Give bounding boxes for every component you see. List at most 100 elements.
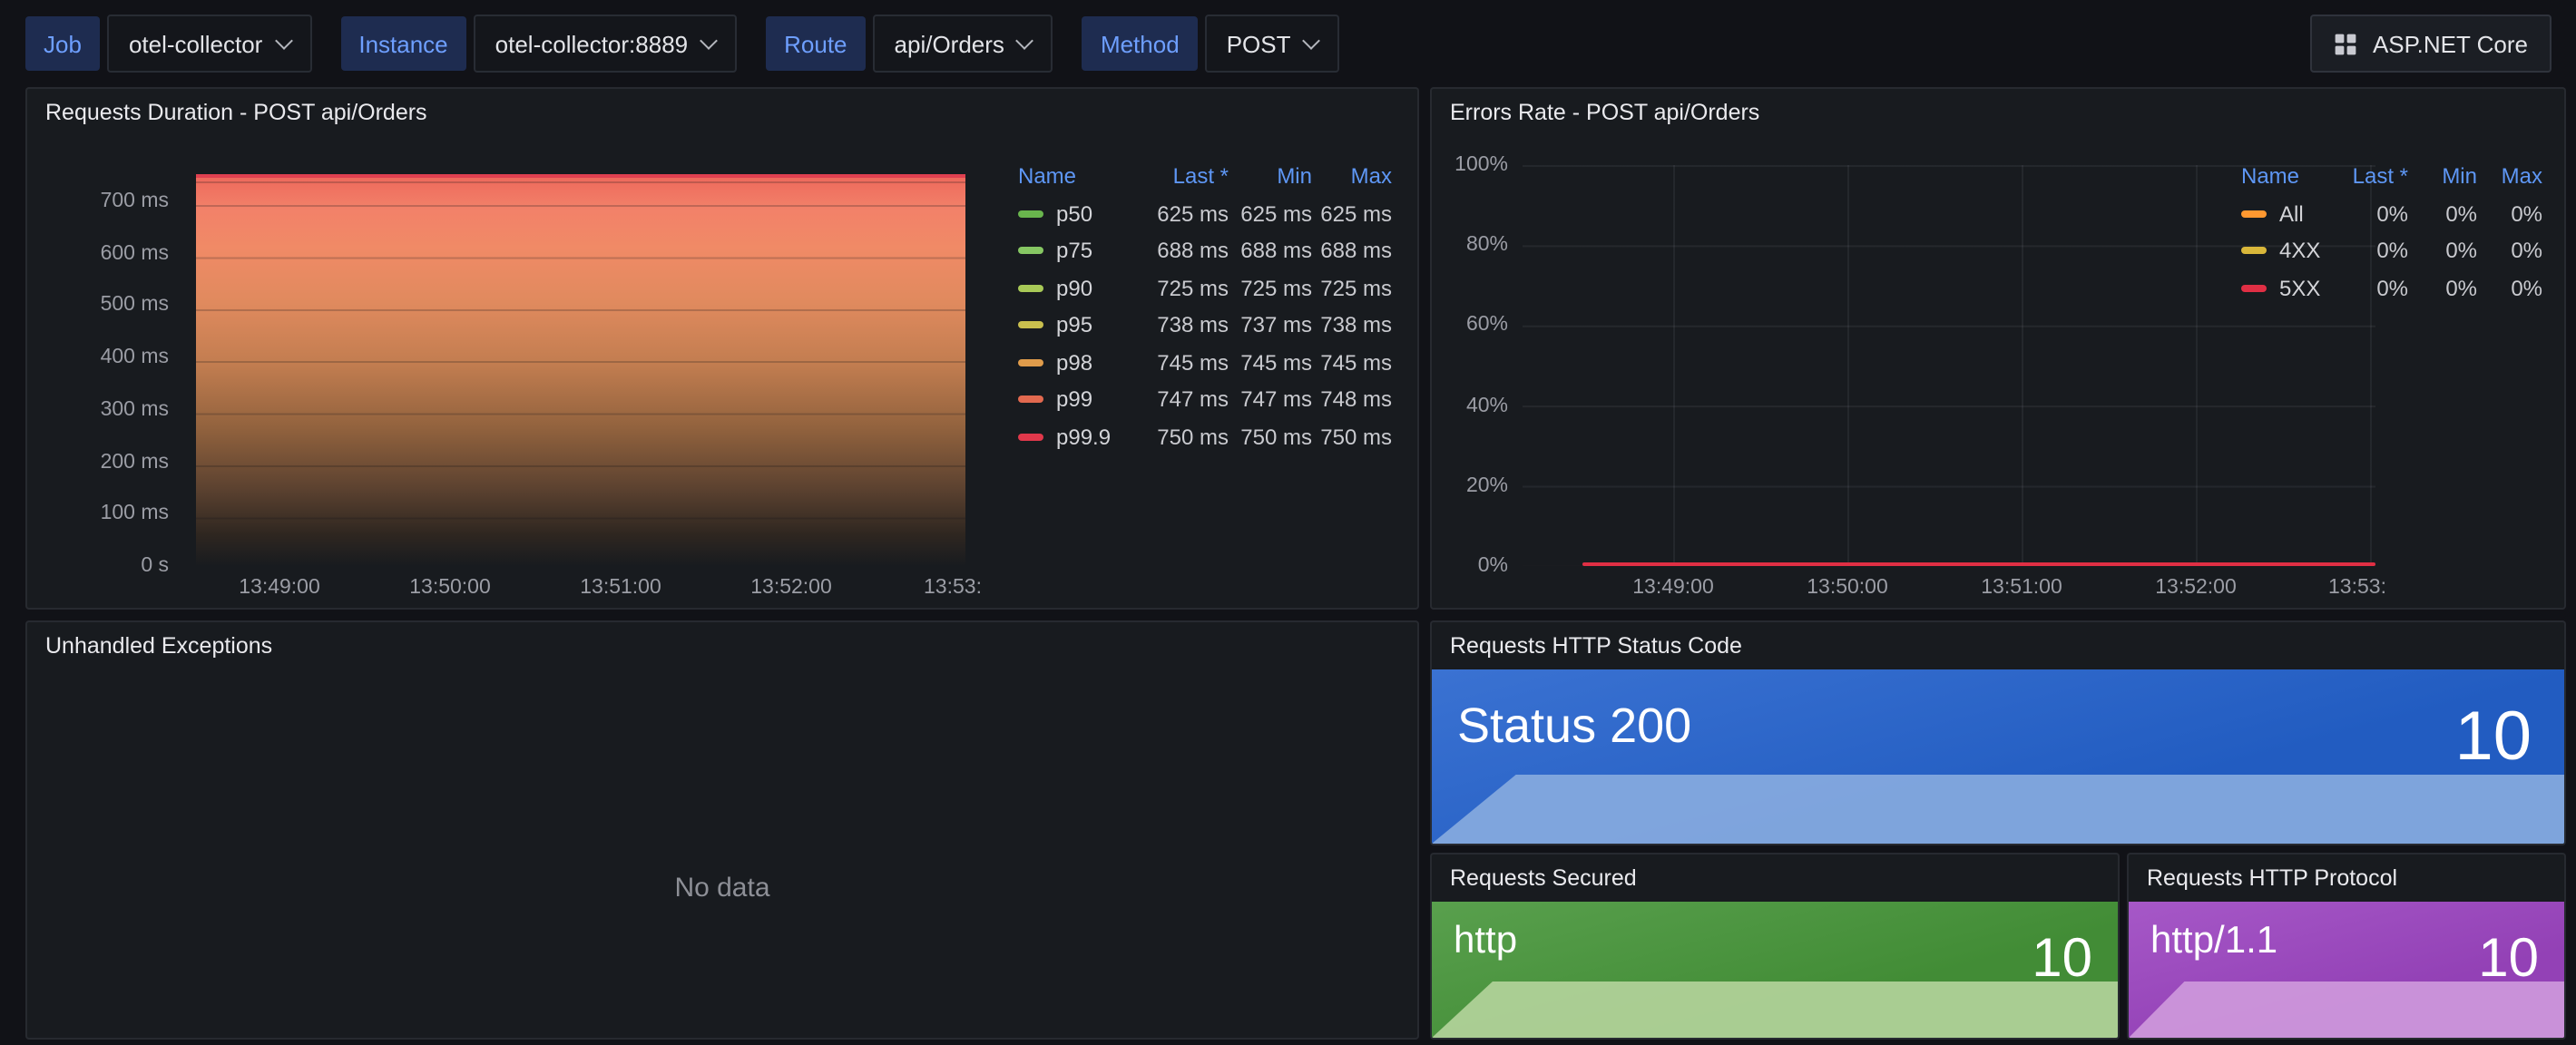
dashboard-title-button[interactable]: ASP.NET Core [2310,15,2552,73]
apps-grid-icon [2336,33,2357,54]
panel-title-unhandled-exceptions[interactable]: Unhandled Exceptions [45,633,273,659]
legend-header-max[interactable]: Max [1350,163,1392,190]
http-secured-stat: http 10 [1432,902,2118,1038]
legend-header-last[interactable]: Last * [2352,163,2408,190]
no-data-message: No data [674,873,770,903]
series-last: 688 ms [1157,238,1229,264]
y-tick: 400 ms [100,347,169,368]
stat-label: Status 200 [1457,698,1692,753]
variable-job-dropdown[interactable]: otel-collector [106,15,312,73]
variable-method-dropdown[interactable]: POST [1204,15,1340,73]
series-min: 737 ms [1240,312,1312,338]
panel-title-http-status-code[interactable]: Requests HTTP Status Code [1450,633,1742,659]
http-protocol-stat: http/1.1 10 [2129,902,2564,1038]
variable-route-label: Route [766,16,866,71]
series-max: 745 ms [1320,349,1392,376]
x-tick: 13:49:00 [1632,577,1714,599]
y-tick: 40% [1465,396,1508,417]
y-tick: 300 ms [100,399,169,421]
series-name: p90 [1056,275,1093,301]
variable-instance-dropdown[interactable]: otel-collector:8889 [473,15,738,73]
panel-errors-rate: Errors Rate - POST api/Orders 100% 80% 6… [1430,87,2566,610]
series-name: 5XX [2279,275,2321,301]
y-tick: 20% [1465,475,1508,497]
series-max: 0% [2511,200,2542,227]
series-min: 0% [2445,275,2477,301]
chevron-down-icon [274,31,293,49]
http-secured-sparkline-area [1432,981,2118,1038]
chevron-down-icon [1016,31,1034,49]
status-200-sparkline-area [1432,774,2564,844]
series-max: 0% [2511,275,2542,301]
legend-series-p95[interactable]: p95 [1018,313,1127,338]
series-max: 750 ms [1320,424,1392,450]
series-max: 0% [2511,238,2542,264]
variable-job-value: otel-collector [128,30,263,57]
legend-series-4xx[interactable]: 4XX [2241,239,2325,264]
series-max: 738 ms [1320,312,1392,338]
y-tick: 0% [1477,555,1508,577]
legend-series-p99-9[interactable]: p99.9 [1018,425,1127,450]
panel-title-requests-duration[interactable]: Requests Duration - POST api/Orders [45,100,427,125]
series-color-swatch [1018,358,1043,366]
variable-method-label: Method [1082,16,1198,71]
legend-series-p98[interactable]: p98 [1018,350,1127,376]
series-min: 688 ms [1240,238,1312,264]
panel-requests-duration: Requests Duration - POST api/Orders 700 … [25,87,1419,610]
x-tick: 13:51:00 [1981,577,2062,599]
errors-chart-plot[interactable] [1523,165,2375,566]
panel-title-errors-rate[interactable]: Errors Rate - POST api/Orders [1450,100,1760,125]
legend-series-p90[interactable]: p90 [1018,276,1127,301]
series-color-swatch [1018,210,1043,218]
stat-label: http [1454,920,1518,962]
series-max: 725 ms [1320,275,1392,301]
chevron-down-icon [1302,31,1321,49]
series-min: 747 ms [1240,386,1312,413]
series-last: 0% [2376,275,2408,301]
legend-header-min[interactable]: Min [2442,163,2477,190]
duration-percentile-area-series [196,174,965,566]
variable-job: Job otel-collector [25,15,312,73]
series-color-swatch [2241,210,2267,218]
series-min: 0% [2445,200,2477,227]
series-name: p75 [1056,238,1093,264]
series-max: 688 ms [1320,238,1392,264]
dashboard-title-label: ASP.NET Core [2372,30,2528,57]
series-name: p50 [1056,200,1093,227]
series-last: 738 ms [1157,312,1229,338]
legend-header-last[interactable]: Last * [1172,163,1229,190]
x-tick: 13:52:00 [2155,577,2237,599]
x-tick: 13:49:00 [239,577,320,599]
variable-route-dropdown[interactable]: api/Orders [872,15,1053,73]
series-name: p95 [1056,312,1093,338]
variable-route: Route api/Orders [766,15,1053,73]
duration-chart-plot[interactable] [196,174,965,566]
legend-series-5xx[interactable]: 5XX [2241,276,2325,301]
series-min: 625 ms [1240,200,1312,227]
y-tick: 60% [1465,314,1508,336]
y-tick: 0 s [141,555,169,577]
errors-zero-line-series [1582,562,2375,566]
y-tick: 600 ms [100,243,169,265]
series-last: 0% [2376,200,2408,227]
series-color-swatch [1018,284,1043,292]
duration-legend: Name Last * Min Max p50 625 ms 625 ms 62… [1018,158,1392,455]
legend-header-min[interactable]: Min [1277,163,1312,190]
y-tick: 100 ms [100,503,169,524]
legend-series-all[interactable]: All [2241,201,2325,227]
series-color-swatch [1018,433,1043,441]
variable-route-value: api/Orders [894,30,1004,57]
panel-title-http-protocol[interactable]: Requests HTTP Protocol [2147,865,2398,891]
legend-series-p50[interactable]: p50 [1018,201,1127,227]
series-color-swatch [1018,396,1043,404]
panel-title-requests-secured[interactable]: Requests Secured [1450,865,1637,891]
legend-header-max[interactable]: Max [2501,163,2542,190]
variable-method-value: POST [1226,30,1291,57]
legend-header-name[interactable]: Name [2241,163,2300,190]
series-min: 750 ms [1240,424,1312,450]
series-name: p99 [1056,386,1093,413]
legend-series-p99[interactable]: p99 [1018,387,1127,413]
legend-header-name[interactable]: Name [1018,163,1077,190]
series-max: 748 ms [1320,386,1392,413]
legend-series-p75[interactable]: p75 [1018,239,1127,264]
